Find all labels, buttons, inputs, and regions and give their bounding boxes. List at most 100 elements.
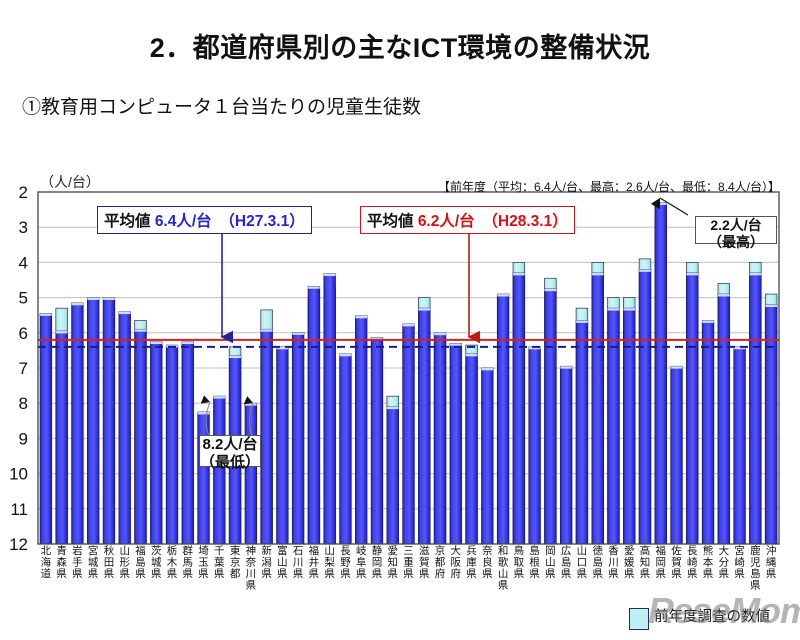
svg-text:島: 島 (135, 556, 146, 569)
svg-text:大: 大 (719, 544, 730, 557)
svg-text:県: 県 (372, 568, 383, 580)
svg-text:島: 島 (750, 567, 761, 580)
svg-text:県: 県 (640, 568, 651, 580)
svg-text:森: 森 (56, 556, 67, 569)
svg-text:島: 島 (592, 556, 603, 569)
svg-text:城: 城 (88, 557, 99, 569)
svg-text:島: 島 (561, 556, 572, 569)
svg-text:県: 県 (387, 568, 398, 580)
svg-text:県: 県 (466, 568, 477, 580)
svg-text:本: 本 (703, 556, 714, 569)
svg-text:島: 島 (529, 544, 540, 557)
svg-text:川: 川 (608, 557, 619, 569)
svg-text:阜: 阜 (356, 556, 367, 569)
svg-text:県: 県 (309, 568, 320, 580)
svg-text:県: 県 (561, 568, 572, 580)
svg-text:県: 県 (293, 568, 304, 580)
svg-text:大: 大 (451, 544, 462, 557)
svg-text:京: 京 (230, 556, 241, 569)
svg-text:東: 東 (230, 544, 241, 557)
svg-text:奈: 奈 (246, 556, 257, 569)
svg-text:2: 2 (19, 183, 28, 202)
svg-text:香: 香 (608, 545, 619, 557)
svg-text:8: 8 (19, 394, 28, 413)
svg-text:口: 口 (577, 557, 588, 569)
svg-text:県: 県 (340, 568, 351, 580)
svg-text:知: 知 (387, 556, 398, 569)
svg-text:児: 児 (750, 557, 761, 569)
svg-text:滋: 滋 (419, 544, 430, 557)
svg-text:形: 形 (119, 557, 130, 569)
svg-text:県: 県 (687, 568, 698, 580)
svg-text:山: 山 (277, 557, 288, 569)
svg-text:県: 県 (56, 568, 67, 580)
svg-text:賀: 賀 (419, 557, 430, 569)
svg-text:県: 県 (419, 568, 430, 580)
svg-text:山: 山 (119, 545, 130, 557)
svg-text:縄: 縄 (766, 556, 777, 569)
svg-text:長: 長 (687, 545, 698, 557)
svg-text:崎: 崎 (687, 556, 698, 569)
svg-text:県: 県 (719, 568, 730, 580)
svg-text:秋: 秋 (104, 544, 115, 557)
svg-text:県: 県 (671, 568, 682, 580)
svg-text:県: 県 (656, 568, 667, 580)
svg-text:川: 川 (246, 568, 257, 580)
svg-text:県: 県 (514, 568, 525, 580)
svg-text:栃: 栃 (167, 544, 178, 557)
svg-text:北: 北 (41, 545, 52, 557)
svg-text:県: 県 (608, 568, 619, 580)
svg-text:県: 県 (277, 568, 288, 580)
svg-text:庫: 庫 (466, 556, 477, 569)
svg-text:道: 道 (41, 567, 52, 580)
svg-text:12: 12 (9, 535, 28, 554)
svg-text:県: 県 (545, 568, 556, 580)
svg-text:県: 県 (529, 568, 540, 580)
svg-text:富: 富 (277, 544, 288, 557)
svg-text:神: 神 (246, 544, 257, 557)
svg-text:7: 7 (19, 359, 28, 378)
svg-text:11: 11 (10, 500, 28, 519)
svg-text:県: 県 (577, 568, 588, 580)
svg-text:潟: 潟 (261, 556, 272, 569)
svg-text:福: 福 (309, 544, 320, 557)
svg-text:県: 県 (246, 580, 257, 592)
svg-text:奈: 奈 (482, 544, 493, 557)
svg-text:手: 手 (72, 556, 83, 569)
svg-text:府: 府 (435, 567, 446, 580)
svg-text:宮: 宮 (88, 544, 99, 557)
svg-text:県: 県 (734, 568, 745, 580)
svg-text:福: 福 (656, 544, 667, 557)
svg-text:県: 県 (135, 568, 146, 580)
svg-text:山: 山 (498, 568, 509, 580)
svg-text:福: 福 (135, 544, 146, 557)
svg-text:広: 広 (561, 544, 572, 557)
svg-text:分: 分 (719, 557, 730, 569)
svg-text:鹿: 鹿 (750, 544, 761, 557)
svg-text:熊: 熊 (703, 544, 714, 557)
svg-text:県: 県 (88, 568, 99, 580)
svg-text:城: 城 (151, 557, 162, 569)
svg-text:葉: 葉 (214, 556, 225, 569)
svg-text:梨: 梨 (324, 556, 335, 569)
svg-text:県: 県 (183, 568, 194, 580)
svg-text:徳: 徳 (592, 544, 603, 557)
svg-text:井: 井 (309, 556, 320, 569)
svg-text:媛: 媛 (624, 556, 635, 569)
svg-text:岡: 岡 (372, 557, 383, 569)
svg-text:知: 知 (640, 556, 651, 569)
svg-text:県: 県 (151, 568, 162, 580)
svg-text:馬: 馬 (183, 557, 194, 569)
svg-text:良: 良 (482, 556, 493, 569)
svg-text:賀: 賀 (671, 557, 682, 569)
svg-text:3: 3 (19, 218, 28, 237)
svg-text:静: 静 (372, 544, 383, 557)
svg-text:石: 石 (293, 545, 304, 557)
svg-text:県: 県 (119, 568, 130, 580)
svg-text:県: 県 (214, 568, 225, 580)
svg-text:岡: 岡 (545, 545, 556, 557)
svg-text:川: 川 (293, 557, 304, 569)
svg-text:県: 県 (104, 568, 115, 580)
svg-text:山: 山 (577, 545, 588, 557)
svg-text:愛: 愛 (624, 544, 635, 557)
